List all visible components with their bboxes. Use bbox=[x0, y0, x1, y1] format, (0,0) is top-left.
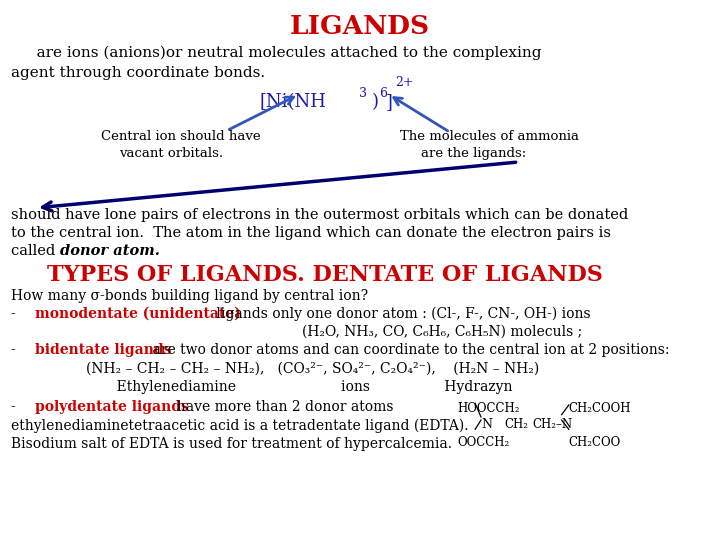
Text: are the ligands:: are the ligands: bbox=[421, 147, 526, 160]
Text: TYPES OF LIGANDS. DENTATE OF LIGANDS: TYPES OF LIGANDS. DENTATE OF LIGANDS bbox=[47, 264, 603, 286]
Text: called: called bbox=[11, 244, 60, 258]
Text: polydentate ligands: polydentate ligands bbox=[35, 400, 189, 414]
Text: donor atom.: donor atom. bbox=[60, 244, 160, 258]
Text: bidentate ligands: bidentate ligands bbox=[35, 343, 171, 357]
Text: have more than 2 donor atoms: have more than 2 donor atoms bbox=[168, 400, 393, 414]
Text: The molecules of ammonia: The molecules of ammonia bbox=[400, 130, 579, 143]
Text: OOCCH₂: OOCCH₂ bbox=[457, 436, 510, 449]
Text: are two donor atoms and can coordinate to the central ion at 2 positions:: are two donor atoms and can coordinate t… bbox=[148, 343, 669, 357]
Text: ): ) bbox=[372, 93, 379, 111]
Text: 3: 3 bbox=[359, 86, 367, 100]
Text: [Ni(NH: [Ni(NH bbox=[259, 93, 326, 111]
Text: ]: ] bbox=[386, 93, 393, 111]
Text: 2+: 2+ bbox=[395, 76, 414, 90]
Text: to the central ion.  The atom in the ligand which can donate the electron pairs : to the central ion. The atom in the liga… bbox=[11, 226, 611, 240]
Text: ligands only one donor atom : (Cl-, F-, CN-, OH-) ions: ligands only one donor atom : (Cl-, F-, … bbox=[212, 307, 591, 321]
Text: N: N bbox=[481, 418, 492, 431]
Text: CH₂COOH: CH₂COOH bbox=[569, 402, 631, 415]
Text: LIGANDS: LIGANDS bbox=[290, 14, 430, 38]
Text: vacant orbitals.: vacant orbitals. bbox=[119, 147, 223, 160]
Text: How many σ-bonds building ligand by central ion?: How many σ-bonds building ligand by cent… bbox=[11, 289, 368, 303]
Text: -: - bbox=[11, 343, 24, 357]
Text: CH₂–N: CH₂–N bbox=[533, 418, 573, 431]
Text: are ions (anions)or neutral molecules attached to the complexing: are ions (anions)or neutral molecules at… bbox=[22, 46, 541, 60]
Text: (H₂O, NH₃, CO, C₆H₆, C₆H₅N) moleculs ;: (H₂O, NH₃, CO, C₆H₆, C₆H₅N) moleculs ; bbox=[302, 325, 582, 339]
Text: 6: 6 bbox=[379, 86, 387, 100]
Text: -: - bbox=[11, 307, 24, 321]
Text: should have lone pairs of electrons in the outermost orbitals which can be donat: should have lone pairs of electrons in t… bbox=[11, 208, 628, 222]
Text: HOOCCH₂: HOOCCH₂ bbox=[457, 402, 520, 415]
Text: Bisodium salt of EDTA is used for treatment of hypercalcemia.: Bisodium salt of EDTA is used for treatm… bbox=[11, 437, 452, 451]
Text: CH₂: CH₂ bbox=[504, 418, 528, 431]
Text: ethylenediaminetetraacetic acid is a tetradentate ligand (EDTA).: ethylenediaminetetraacetic acid is a tet… bbox=[11, 419, 468, 434]
Text: (NH₂ – CH₂ – CH₂ – NH₂),   (CO₃²⁻, SO₄²⁻, C₂O₄²⁻),    (H₂N – NH₂): (NH₂ – CH₂ – CH₂ – NH₂), (CO₃²⁻, SO₄²⁻, … bbox=[86, 362, 540, 376]
Text: CH₂COO: CH₂COO bbox=[569, 436, 621, 449]
Text: monodentate (unidentate): monodentate (unidentate) bbox=[35, 307, 240, 321]
Text: agent through coordinate bonds.: agent through coordinate bonds. bbox=[11, 66, 265, 80]
Text: Central ion should have: Central ion should have bbox=[101, 130, 261, 143]
Text: -: - bbox=[11, 400, 24, 414]
Text: Ethylenediamine                        ions                 Hydrazyn: Ethylenediamine ions Hydrazyn bbox=[86, 380, 513, 394]
